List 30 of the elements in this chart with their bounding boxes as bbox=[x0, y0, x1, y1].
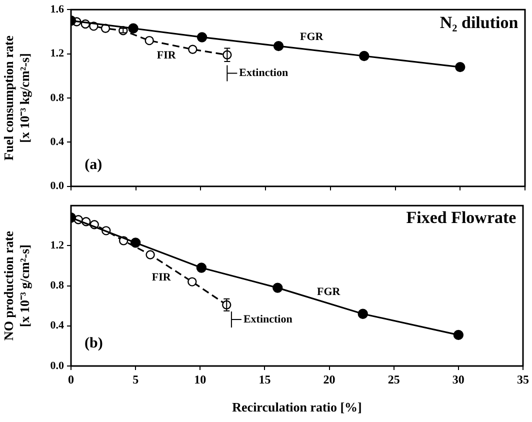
x-tick-label: 15 bbox=[258, 372, 271, 386]
x-tick-label: 5 bbox=[132, 372, 139, 386]
x-tick-label: 25 bbox=[388, 372, 400, 386]
x-tick-label: 20 bbox=[323, 372, 336, 386]
y-axis-title: Fuel consumption rate [x 10⁻³ kg/cm²-s] bbox=[1, 35, 32, 160]
annotation: Extinction bbox=[243, 313, 292, 326]
y-tick-label: 0.4 bbox=[50, 320, 64, 332]
annotation: Extinction bbox=[239, 67, 288, 80]
y-axis-title: NO production rate [x 10⁻³ g/cm²-s] bbox=[1, 230, 32, 341]
x-tick-label: 35 bbox=[517, 372, 529, 386]
y-tick-label: 0.4 bbox=[50, 136, 64, 148]
y-tick-label: 1.2 bbox=[50, 240, 64, 252]
x-tick-label: 30 bbox=[452, 372, 464, 386]
annotation: (a) bbox=[84, 157, 102, 174]
y-tick-label: 0.0 bbox=[50, 180, 64, 192]
annotation: N₂ dilution bbox=[440, 13, 519, 32]
x-tick-label: 0 bbox=[68, 372, 74, 386]
x-tick-label: 10 bbox=[194, 372, 206, 386]
annotation: FIR bbox=[152, 272, 172, 284]
y-tick-label: 0.0 bbox=[50, 360, 64, 372]
annotation: Fixed Flowrate bbox=[406, 208, 517, 227]
y-tick-label: 0.8 bbox=[50, 280, 64, 292]
annotation: (b) bbox=[84, 335, 103, 352]
y-tick-label: 1.6 bbox=[50, 3, 64, 16]
annotation: FIR bbox=[156, 49, 177, 62]
y-tick-label: 1.2 bbox=[50, 48, 64, 60]
annotation: FGR bbox=[317, 286, 342, 298]
y-tick-label: 0.8 bbox=[50, 92, 64, 104]
annotation: FGR bbox=[300, 30, 324, 43]
x-axis-title: Recirculation ratio [%] bbox=[232, 400, 362, 415]
